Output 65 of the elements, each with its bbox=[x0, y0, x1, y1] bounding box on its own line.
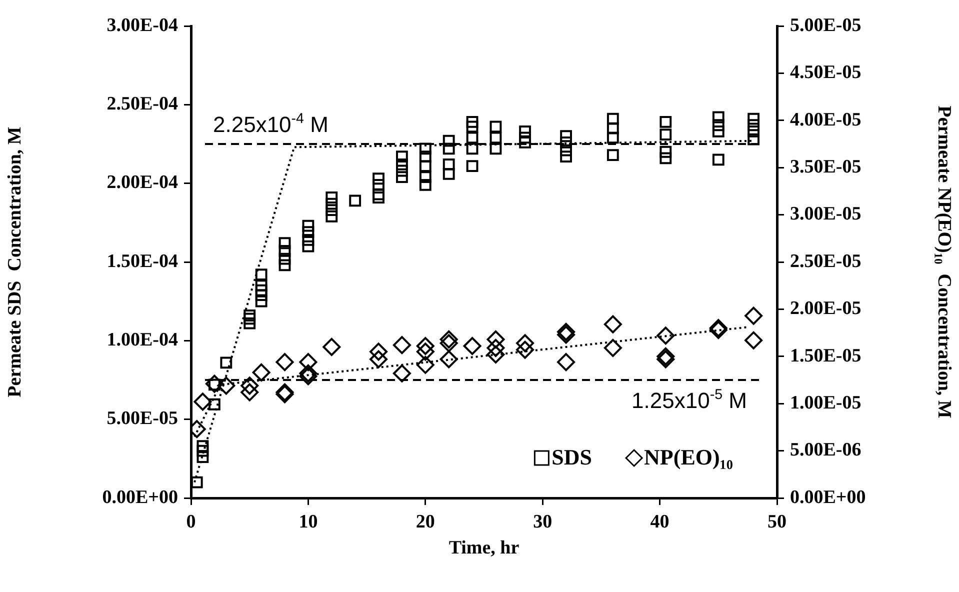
point bbox=[276, 353, 294, 372]
point bbox=[656, 350, 675, 368]
y-axis-title: Permeate SDS Concentration, M bbox=[4, 126, 26, 398]
y-tick-label: 5.00E-05 bbox=[106, 408, 178, 430]
point bbox=[240, 383, 259, 402]
legend-label: SDS bbox=[552, 444, 592, 470]
y2-tick-label: 4.00E-05 bbox=[790, 109, 862, 130]
point bbox=[194, 392, 212, 411]
point bbox=[392, 336, 411, 354]
y-tick-label: 2.00E-04 bbox=[106, 172, 178, 194]
point bbox=[416, 356, 434, 374]
point bbox=[516, 340, 534, 359]
y-tick-label: 2.50E-04 bbox=[106, 94, 178, 115]
y2-tick-label: 2.00E-05 bbox=[790, 298, 862, 320]
x-tick-label: 20 bbox=[416, 511, 435, 532]
point bbox=[370, 350, 388, 368]
point bbox=[440, 330, 458, 348]
point bbox=[392, 364, 411, 382]
point bbox=[322, 338, 341, 356]
y2-tick-label: 0.00E+00 bbox=[790, 486, 866, 508]
x-tick-label: 0 bbox=[186, 511, 196, 532]
point bbox=[217, 376, 236, 395]
x-tick-label: 40 bbox=[650, 511, 670, 532]
x-axis-title: Time, hr bbox=[448, 538, 520, 559]
y-tick-label: 0.00E+00 bbox=[102, 486, 178, 508]
point bbox=[440, 350, 458, 368]
point bbox=[604, 338, 622, 357]
y2-tick-label: 5.00E-06 bbox=[790, 440, 862, 461]
y2-tick-label: 5.00E-05 bbox=[790, 14, 862, 36]
x-tick-label: 10 bbox=[298, 511, 318, 532]
point bbox=[370, 342, 388, 361]
point bbox=[604, 315, 622, 334]
point bbox=[463, 337, 482, 356]
point bbox=[252, 363, 270, 382]
y2-tick-label: 4.50E-05 bbox=[790, 62, 862, 84]
x-tick-label: 50 bbox=[768, 511, 786, 532]
y2-tick-label: 3.50E-05 bbox=[790, 156, 862, 178]
y-tick-label: 1.00E-04 bbox=[106, 330, 178, 351]
y2-axis-title: Permeate NP(EO)₁₀ Concentration, M bbox=[934, 106, 955, 418]
point bbox=[440, 334, 458, 352]
x-tick-label: 30 bbox=[533, 511, 552, 532]
point bbox=[744, 331, 763, 350]
point bbox=[656, 347, 675, 366]
point bbox=[557, 353, 576, 372]
point bbox=[240, 376, 259, 395]
point bbox=[486, 330, 505, 348]
y-tick-label: 1.50E-04 bbox=[106, 250, 178, 272]
point bbox=[299, 353, 318, 372]
point bbox=[656, 326, 675, 345]
legend-label: NP(EO)₁₀ bbox=[644, 444, 734, 470]
y2-tick-label: 1.50E-05 bbox=[790, 345, 862, 366]
y2-tick-label: 3.00E-05 bbox=[790, 204, 862, 225]
point bbox=[416, 342, 434, 361]
point bbox=[416, 337, 434, 356]
point bbox=[299, 367, 318, 386]
point bbox=[486, 346, 505, 364]
point bbox=[299, 364, 318, 382]
point bbox=[557, 326, 576, 344]
y-tick-label: 3.00E-04 bbox=[106, 14, 178, 36]
y2-tick-label: 2.50E-05 bbox=[790, 250, 862, 272]
point bbox=[486, 338, 505, 357]
point bbox=[744, 306, 763, 325]
point bbox=[516, 334, 534, 352]
point bbox=[557, 322, 576, 341]
y2-tick-label: 1.00E-05 bbox=[790, 392, 862, 414]
